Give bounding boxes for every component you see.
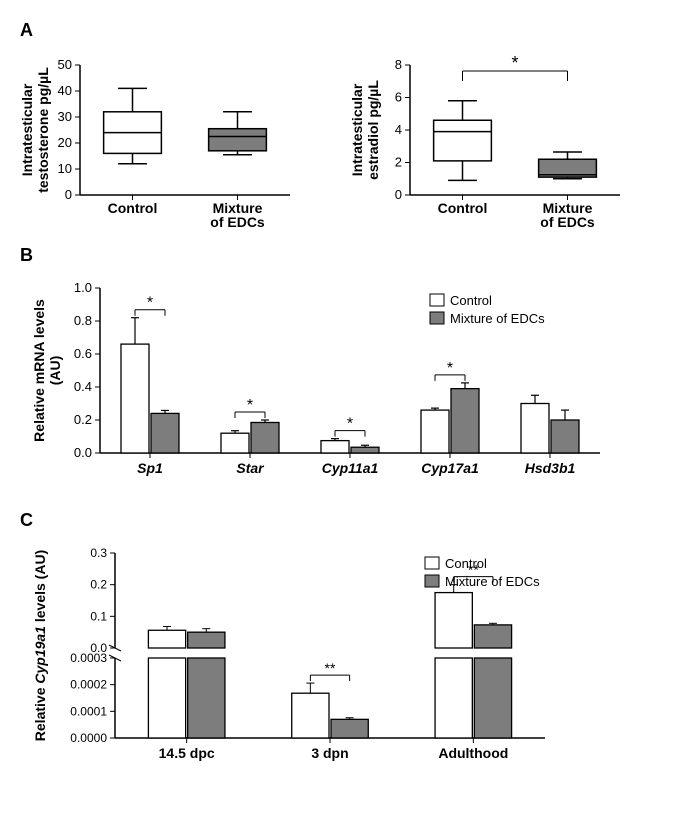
svg-text:0.0000: 0.0000 — [70, 731, 107, 745]
svg-text:Control: Control — [108, 200, 158, 216]
svg-text:0.6: 0.6 — [74, 346, 92, 361]
svg-text:of EDCs: of EDCs — [210, 214, 265, 230]
svg-text:Mixture of EDCs: Mixture of EDCs — [450, 311, 545, 326]
svg-text:4: 4 — [395, 122, 402, 137]
panel-b-svg: 0.0 0.2 0.4 0.6 0.8 1.0 Relative mRNA levels(A… — [20, 270, 655, 510]
svg-text:10: 10 — [58, 161, 72, 176]
svg-text:0.4: 0.4 — [74, 379, 92, 394]
svg-text:**: ** — [325, 660, 336, 676]
svg-text:Relative mRNA levels: Relative mRNA levels — [31, 299, 47, 442]
svg-text:Control: Control — [450, 293, 492, 308]
svg-text:0: 0 — [65, 187, 72, 202]
svg-text:0.2: 0.2 — [74, 412, 92, 427]
svg-text:testosterone pg/µL: testosterone pg/µL — [35, 67, 51, 193]
svg-text:0.0002: 0.0002 — [70, 678, 107, 692]
svg-text:0.0003: 0.0003 — [70, 651, 107, 665]
svg-text:*: * — [347, 416, 353, 433]
svg-text:*: * — [511, 53, 518, 73]
svg-text:0.3: 0.3 — [90, 546, 107, 560]
svg-text:Cyp17a1: Cyp17a1 — [421, 460, 479, 476]
svg-text:8: 8 — [395, 57, 402, 72]
svg-text:0.2: 0.2 — [90, 578, 107, 592]
svg-text:6: 6 — [395, 90, 402, 105]
svg-text:0: 0 — [395, 187, 402, 202]
panel-c-label: C — [20, 510, 655, 531]
svg-text:Mixture of EDCs: Mixture of EDCs — [445, 574, 540, 589]
svg-text:Star: Star — [236, 460, 265, 476]
panel-a-svg: 01020304050Intratesticulartestosterone p… — [20, 45, 655, 245]
svg-text:0.0001: 0.0001 — [70, 704, 107, 718]
svg-text:0.1: 0.1 — [90, 609, 107, 623]
svg-text:2: 2 — [395, 155, 402, 170]
svg-text:Intratesticular: Intratesticular — [20, 83, 35, 176]
svg-text:Relative Cyp19a1 levels (AU): Relative Cyp19a1 levels (AU) — [32, 550, 48, 741]
svg-text:Control: Control — [438, 200, 488, 216]
svg-text:estradiol pg/µL: estradiol pg/µL — [365, 80, 381, 180]
svg-text:50: 50 — [58, 57, 72, 72]
panel-b-label: B — [20, 245, 655, 266]
svg-text:Control: Control — [445, 556, 487, 571]
svg-text:Hsd3b1: Hsd3b1 — [525, 460, 576, 476]
svg-text:30: 30 — [58, 109, 72, 124]
panel-a-label: A — [20, 20, 655, 41]
svg-text:(AU): (AU) — [47, 356, 63, 386]
svg-text:of EDCs: of EDCs — [540, 214, 595, 230]
svg-text:Cyp11a1: Cyp11a1 — [322, 460, 379, 476]
svg-text:Intratesticular: Intratesticular — [349, 83, 365, 176]
svg-text:14.5 dpc: 14.5 dpc — [159, 745, 215, 761]
svg-text:1.0: 1.0 — [74, 280, 92, 295]
svg-text:*: * — [447, 360, 453, 377]
svg-text:*: * — [247, 397, 253, 414]
panel-c-svg: 0.00.10.20.30.00000.00010.00020.0003Rela… — [20, 535, 655, 785]
svg-text:40: 40 — [58, 83, 72, 98]
svg-text:3 dpn: 3 dpn — [311, 745, 348, 761]
svg-text:20: 20 — [58, 135, 72, 150]
svg-text:0.0: 0.0 — [74, 445, 92, 460]
svg-text:Sp1: Sp1 — [137, 460, 163, 476]
svg-text:Adulthood: Adulthood — [438, 745, 508, 761]
svg-text:0.8: 0.8 — [74, 313, 92, 328]
svg-text:*: * — [147, 295, 153, 312]
